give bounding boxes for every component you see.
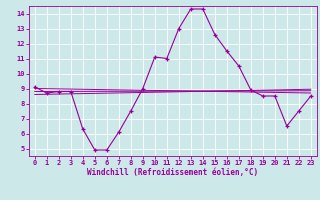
X-axis label: Windchill (Refroidissement éolien,°C): Windchill (Refroidissement éolien,°C): [87, 168, 258, 177]
